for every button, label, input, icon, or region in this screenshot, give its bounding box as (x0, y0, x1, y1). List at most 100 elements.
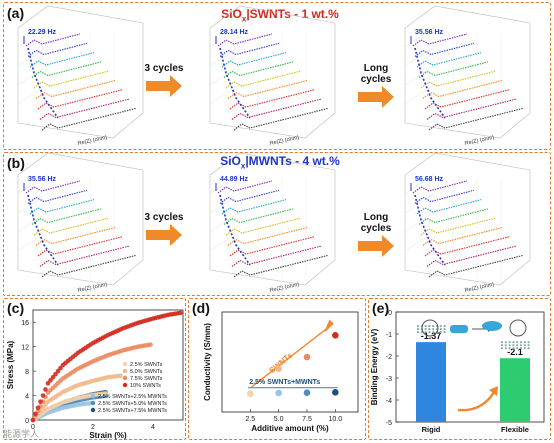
data-point (43, 387, 48, 392)
eis-curve (29, 199, 95, 215)
surface-atom (519, 344, 523, 347)
surface-atom (439, 328, 442, 331)
arrow-a-1: 3 cycles (142, 63, 186, 103)
eis-curve (25, 180, 81, 194)
eis-trend (414, 47, 446, 119)
eis-grid (209, 173, 241, 195)
freq-label-a1: 22.29 Hz (28, 29, 57, 36)
data-point (148, 342, 153, 347)
eis-grid (404, 173, 436, 195)
eis-box (209, 5, 336, 139)
surface-atom (416, 331, 420, 334)
surface-atom (443, 331, 446, 334)
eis-curve (420, 70, 496, 89)
eis-box (17, 152, 144, 286)
axis-re-label: Re(Z) (ohm) (77, 135, 108, 147)
eis-curve (25, 33, 81, 47)
x-category-label: Rigid (422, 425, 441, 434)
eis-stack: 22.29 Hz Re(Z) (ohm) (17, 5, 144, 147)
eis-box (404, 152, 531, 286)
panel-b-label: (b) (7, 155, 25, 171)
surface-atom (500, 341, 504, 344)
eis-curve (418, 61, 489, 78)
surface-atom (416, 328, 420, 331)
surface-atom (500, 344, 504, 347)
eis-curve (420, 217, 496, 236)
panel-d (188, 298, 366, 440)
eis-box (17, 5, 144, 139)
legend-label: 10% SWNTs (130, 383, 161, 389)
eis-curve (221, 52, 287, 68)
eis-grid (404, 211, 436, 233)
title-a-sub: x (241, 14, 247, 24)
surface-atom (428, 331, 431, 334)
surface-atom (523, 344, 526, 347)
panel-e-label: (e) (372, 300, 390, 316)
eis-grid (17, 26, 49, 48)
eis-curve (227, 226, 308, 246)
surface-atom (516, 344, 519, 347)
legend-swatch (122, 368, 128, 374)
surface-atom (527, 341, 530, 344)
surface-atom (443, 325, 446, 328)
eis-grid (17, 230, 49, 252)
eis-grid (209, 211, 241, 233)
axis-re-label: Re(Z) (ohm) (464, 135, 495, 147)
title-a-prefix: SiO (221, 7, 242, 21)
eis-curve (424, 89, 510, 110)
curved-arrow (457, 391, 496, 412)
data-point (303, 389, 311, 396)
eis-curve (233, 254, 329, 278)
surface-atom (527, 344, 530, 347)
eis-box (209, 152, 336, 286)
eis-curve (33, 70, 109, 89)
data-point (40, 393, 46, 398)
eis-curve (221, 199, 287, 215)
nanotube-flexible-icon (482, 321, 502, 331)
series-10-swnts (30, 310, 183, 423)
x-axis-title: Additive amount (%) (251, 424, 329, 433)
eis-curve (231, 245, 322, 267)
surface-atom (508, 344, 511, 347)
surface-atom (512, 347, 515, 350)
y-axis-title: Conductivity (S/mm) (203, 323, 212, 401)
surface-atom (439, 325, 442, 328)
data-point (55, 368, 61, 374)
panel-a-label: (a) (7, 5, 25, 21)
nanotube-rigid-icon (450, 325, 468, 333)
data-point (53, 371, 58, 377)
y-tick-label: 8 (25, 369, 29, 376)
eis-curve (426, 245, 517, 267)
eis-curve (422, 79, 503, 99)
eis-grid (209, 26, 241, 48)
eis-trend (219, 47, 251, 119)
eis-trend (27, 194, 59, 266)
surface-atom (500, 347, 504, 350)
surface-atom (516, 347, 519, 350)
panel-a (3, 2, 551, 150)
legend-swatch (122, 382, 128, 388)
y-tick-label: -5 (386, 420, 392, 427)
eis-curve (41, 254, 137, 278)
x-category-label: Flexible (501, 425, 529, 434)
eis-grid (404, 64, 436, 86)
surface-atom (424, 331, 427, 334)
y-axis-title: Binding Energy (eV) (370, 328, 379, 405)
eis-box (404, 5, 531, 139)
panel-a-title: SiOx|SWNTs - 1 wt.% (180, 7, 380, 23)
surface-atom (504, 347, 507, 350)
legend-label: 2.5% SWNTs+7.5% MWNTs (98, 408, 167, 414)
data-point (33, 411, 38, 417)
data-point (275, 389, 282, 397)
surface-atom (504, 341, 507, 344)
surface-atom (424, 328, 427, 331)
data-point (118, 373, 123, 378)
eis-grid (17, 64, 49, 86)
legend-swatch (90, 407, 96, 413)
data-point (30, 417, 36, 423)
eis-curve (412, 33, 468, 47)
freq-label-b1: 35.56 Hz (28, 176, 57, 183)
data-point (38, 399, 43, 404)
surface-atom (512, 344, 515, 347)
